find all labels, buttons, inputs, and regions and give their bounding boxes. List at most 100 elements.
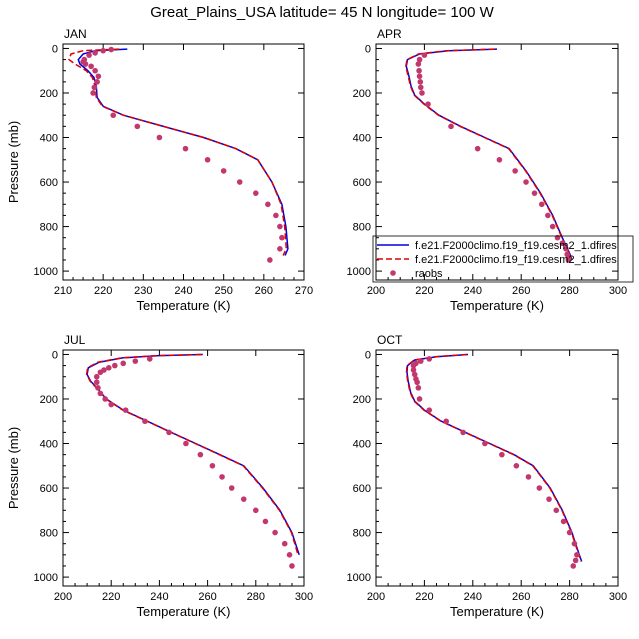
- raobs-point: [536, 485, 543, 491]
- raobs-point: [572, 557, 579, 564]
- raobs-point: [425, 101, 431, 107]
- x-tick-label: 220: [102, 591, 120, 603]
- raobs-point: [204, 156, 211, 163]
- x-tick-label: 280: [560, 285, 578, 297]
- x-tick-label: 270: [295, 285, 313, 297]
- x-tick-label: 220: [415, 285, 433, 297]
- raobs-point: [560, 518, 567, 525]
- y-tick-label: 0: [52, 349, 58, 361]
- raobs-point: [421, 52, 428, 58]
- raobs-series: [415, 52, 572, 263]
- y-tick-label: 1000: [34, 266, 58, 278]
- raobs-point: [146, 356, 153, 362]
- plot-area: [405, 353, 583, 569]
- model-line-solid: [406, 353, 583, 562]
- model-line-solid: [77, 48, 289, 256]
- raobs-point: [105, 365, 112, 371]
- raobs-point: [417, 358, 424, 364]
- raobs-point: [474, 145, 481, 152]
- raobs-point: [482, 440, 488, 447]
- raobs-point: [426, 407, 433, 413]
- y-tick-label: 0: [365, 43, 371, 55]
- raobs-point: [415, 385, 422, 391]
- raobs-point: [570, 563, 577, 569]
- raobs-point: [574, 552, 580, 558]
- y-tick-label: 800: [353, 528, 371, 540]
- raobs-point: [538, 201, 545, 208]
- raobs-point: [410, 367, 417, 373]
- y-tick-label: 200: [353, 394, 371, 406]
- x-tick-label: 200: [54, 591, 72, 603]
- panel-jan: JAN 210 220 230 240 250 260 270 0 200 400 600 800 100…: [6, 27, 313, 313]
- raobs-point: [253, 190, 259, 196]
- raobs-point: [513, 462, 520, 469]
- raobs-point: [93, 379, 100, 386]
- raobs-series: [80, 46, 285, 263]
- y-tick-label: 400: [40, 439, 58, 451]
- y-tick-label: 200: [40, 394, 58, 406]
- y-tick-label: 1000: [34, 572, 58, 584]
- raobs-point: [281, 540, 288, 547]
- raobs-point: [277, 246, 283, 252]
- legend-item: f.e21.F2000climo.f19_f19.cesm2_1.dfires: [377, 240, 617, 252]
- raobs-point: [122, 407, 129, 413]
- raobs-point: [512, 168, 518, 174]
- legend-frame: [372, 235, 634, 283]
- y-tick-label: 800: [40, 222, 58, 234]
- raobs-point: [546, 496, 552, 502]
- raobs-point: [86, 52, 92, 58]
- y-tick-label: 600: [353, 483, 371, 495]
- raobs-point: [277, 223, 283, 230]
- raobs-point: [289, 563, 295, 569]
- raobs-point: [525, 474, 532, 480]
- plot-frame: [375, 349, 619, 587]
- raobs-point: [95, 385, 101, 391]
- x-tick-label: 260: [255, 285, 273, 297]
- y-tick-label: 0: [52, 43, 58, 55]
- raobs-point: [279, 234, 285, 241]
- figure-title: Great_Plains_USA latitude= 45 N longitud…: [150, 4, 494, 21]
- y-tick-label: 800: [40, 528, 58, 540]
- panel-oct: OCT 200 220 240 260 280 300 0 200 400 600 800 1000 Te…: [347, 333, 628, 619]
- raobs-point: [92, 50, 98, 56]
- raobs-point: [411, 371, 418, 378]
- raobs-point: [236, 179, 243, 185]
- raobs-point: [417, 79, 424, 85]
- raobs-point: [523, 179, 529, 185]
- raobs-point: [91, 84, 98, 91]
- raobs-point: [565, 257, 572, 263]
- raobs-point: [448, 123, 454, 130]
- raobs-point: [416, 67, 422, 74]
- panel-title: APR: [377, 27, 402, 41]
- raobs-point: [90, 90, 96, 96]
- x-tick-label: 200: [367, 285, 385, 297]
- raobs-point: [566, 529, 573, 536]
- x-tick-label: 200: [367, 591, 385, 603]
- plot-frame: [62, 43, 305, 281]
- y-tick-label: 600: [353, 177, 371, 189]
- legend-label: raobs: [415, 268, 443, 280]
- x-tick-label: 260: [198, 591, 216, 603]
- raobs-series: [410, 356, 580, 569]
- raobs-point: [112, 362, 118, 369]
- y-tick-label: 800: [353, 222, 371, 234]
- raobs-point: [132, 358, 139, 364]
- raobs-point: [182, 145, 189, 152]
- panel-title: JAN: [64, 27, 87, 41]
- raobs-point: [108, 46, 114, 53]
- x-tick-label: 220: [94, 285, 112, 297]
- raobs-point: [219, 474, 225, 480]
- raobs-point: [443, 418, 449, 425]
- raobs-point: [549, 223, 556, 230]
- y-tick-label: 400: [40, 133, 58, 145]
- raobs-point: [416, 56, 423, 63]
- raobs-point: [183, 440, 189, 447]
- raobs-point: [142, 418, 148, 425]
- raobs-point: [197, 451, 204, 458]
- x-tick-label: 240: [174, 285, 192, 297]
- legend-item: raobs: [390, 268, 443, 280]
- raobs-point: [262, 518, 269, 525]
- raobs-point: [240, 496, 247, 502]
- y-tick-label: 200: [40, 88, 58, 100]
- raobs-point: [531, 190, 538, 196]
